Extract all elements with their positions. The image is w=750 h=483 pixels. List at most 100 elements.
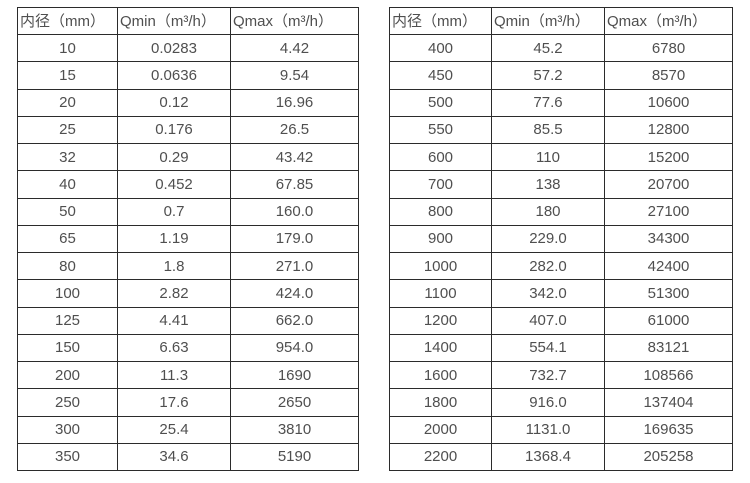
cell-diameter: 300 bbox=[17, 415, 118, 444]
table-row: 1000 282.0 42400 bbox=[389, 251, 733, 281]
table-row: 450 57.2 8570 bbox=[389, 61, 733, 90]
cell-diameter: 1200 bbox=[389, 306, 492, 335]
cell-qmax: 954.0 bbox=[230, 333, 359, 363]
cell-qmin: 0.29 bbox=[117, 142, 231, 172]
table-row: 15 0.0636 9.54 bbox=[17, 61, 359, 90]
cell-qmax: 12800 bbox=[604, 115, 733, 145]
cell-qmin: 85.5 bbox=[491, 115, 605, 145]
cell-qmax: 4.42 bbox=[230, 33, 359, 63]
table-row: 800 180 27100 bbox=[389, 197, 733, 226]
cell-qmax: 8570 bbox=[604, 61, 733, 90]
table-row: 1400 554.1 83121 bbox=[389, 333, 733, 363]
column-header-qmax: Qmax（m³/h） bbox=[604, 7, 733, 35]
cell-qmin: 1131.0 bbox=[491, 415, 605, 444]
cell-diameter: 500 bbox=[389, 88, 492, 117]
header-row: 内径（mm） Qmin（m³/h） Qmax（m³/h） bbox=[389, 7, 733, 35]
table-row: 65 1.19 179.0 bbox=[17, 224, 359, 254]
cell-qmax: 137404 bbox=[604, 388, 733, 417]
header-row: 内径（mm） Qmin（m³/h） Qmax（m³/h） bbox=[17, 7, 359, 35]
cell-qmax: 67.85 bbox=[230, 170, 359, 199]
cell-qmax: 26.5 bbox=[230, 115, 359, 145]
table-row: 1800 916.0 137404 bbox=[389, 388, 733, 417]
cell-qmin: 0.0636 bbox=[117, 61, 231, 90]
cell-qmax: 61000 bbox=[604, 306, 733, 335]
cell-qmax: 2650 bbox=[230, 388, 359, 417]
cell-diameter: 100 bbox=[17, 279, 118, 308]
cell-qmax: 5190 bbox=[230, 442, 359, 472]
table-row: 10 0.0283 4.42 bbox=[17, 33, 359, 63]
table-row: 900 229.0 34300 bbox=[389, 224, 733, 254]
cell-diameter: 600 bbox=[389, 142, 492, 172]
cell-qmax: 169635 bbox=[604, 415, 733, 444]
cell-diameter: 450 bbox=[389, 61, 492, 90]
table-row: 32 0.29 43.42 bbox=[17, 142, 359, 172]
cell-qmin: 1.19 bbox=[117, 224, 231, 254]
cell-qmin: 0.7 bbox=[117, 197, 231, 226]
cell-qmax: 1690 bbox=[230, 360, 359, 390]
cell-qmax: 16.96 bbox=[230, 88, 359, 117]
table-row: 700 138 20700 bbox=[389, 170, 733, 199]
table-row: 600 110 15200 bbox=[389, 142, 733, 172]
table-row: 40 0.452 67.85 bbox=[17, 170, 359, 199]
cell-diameter: 1600 bbox=[389, 360, 492, 390]
flow-tables-container: 内径（mm） Qmin（m³/h） Qmax（m³/h） 10 0.0283 4.42 1… bbox=[17, 7, 733, 472]
cell-diameter: 200 bbox=[17, 360, 118, 390]
cell-qmin: 77.6 bbox=[491, 88, 605, 117]
cell-qmax: 42400 bbox=[604, 251, 733, 281]
column-header-diameter: 内径（mm） bbox=[17, 7, 118, 35]
cell-qmin: 180 bbox=[491, 197, 605, 226]
cell-qmin: 4.41 bbox=[117, 306, 231, 335]
cell-diameter: 2200 bbox=[389, 442, 492, 472]
cell-diameter: 25 bbox=[17, 115, 118, 145]
cell-qmin: 25.4 bbox=[117, 415, 231, 444]
flow-table-small-diameters: 内径（mm） Qmin（m³/h） Qmax（m³/h） 10 0.0283 4.42 1… bbox=[17, 7, 359, 472]
cell-qmax: 27100 bbox=[604, 197, 733, 226]
cell-diameter: 125 bbox=[17, 306, 118, 335]
cell-diameter: 80 bbox=[17, 251, 118, 281]
cell-qmax: 10600 bbox=[604, 88, 733, 117]
cell-qmax: 9.54 bbox=[230, 61, 359, 90]
table-body: 400 45.2 6780 450 57.2 8570 500 77.6 10600 550 85.… bbox=[389, 33, 733, 472]
cell-diameter: 350 bbox=[17, 442, 118, 472]
cell-qmin: 6.63 bbox=[117, 333, 231, 363]
table-row: 150 6.63 954.0 bbox=[17, 333, 359, 363]
table-row: 80 1.8 271.0 bbox=[17, 251, 359, 281]
table-row: 300 25.4 3810 bbox=[17, 415, 359, 444]
table-row: 1100 342.0 51300 bbox=[389, 279, 733, 308]
column-header-qmin: Qmin（m³/h） bbox=[117, 7, 231, 35]
cell-qmin: 554.1 bbox=[491, 333, 605, 363]
cell-qmax: 83121 bbox=[604, 333, 733, 363]
cell-qmax: 43.42 bbox=[230, 142, 359, 172]
cell-qmin: 0.0283 bbox=[117, 33, 231, 63]
cell-qmin: 916.0 bbox=[491, 388, 605, 417]
cell-diameter: 250 bbox=[17, 388, 118, 417]
cell-diameter: 40 bbox=[17, 170, 118, 199]
cell-diameter: 20 bbox=[17, 88, 118, 117]
table-row: 1600 732.7 108566 bbox=[389, 360, 733, 390]
column-header-qmax: Qmax（m³/h） bbox=[230, 7, 359, 35]
cell-qmin: 732.7 bbox=[491, 360, 605, 390]
cell-diameter: 700 bbox=[389, 170, 492, 199]
table-row: 20 0.12 16.96 bbox=[17, 88, 359, 117]
cell-qmax: 179.0 bbox=[230, 224, 359, 254]
cell-diameter: 65 bbox=[17, 224, 118, 254]
column-header-diameter: 内径（mm） bbox=[389, 7, 492, 35]
cell-qmin: 17.6 bbox=[117, 388, 231, 417]
cell-diameter: 800 bbox=[389, 197, 492, 226]
table-row: 2200 1368.4 205258 bbox=[389, 442, 733, 472]
table-row: 125 4.41 662.0 bbox=[17, 306, 359, 335]
column-header-qmin: Qmin（m³/h） bbox=[491, 7, 605, 35]
table-row: 550 85.5 12800 bbox=[389, 115, 733, 145]
table-row: 1200 407.0 61000 bbox=[389, 306, 733, 335]
cell-qmin: 1368.4 bbox=[491, 442, 605, 472]
table-row: 25 0.176 26.5 bbox=[17, 115, 359, 145]
cell-qmin: 342.0 bbox=[491, 279, 605, 308]
cell-qmax: 15200 bbox=[604, 142, 733, 172]
cell-diameter: 900 bbox=[389, 224, 492, 254]
table-row: 50 0.7 160.0 bbox=[17, 197, 359, 226]
cell-qmin: 2.82 bbox=[117, 279, 231, 308]
cell-diameter: 1000 bbox=[389, 251, 492, 281]
cell-qmin: 11.3 bbox=[117, 360, 231, 390]
cell-qmax: 51300 bbox=[604, 279, 733, 308]
cell-qmin: 110 bbox=[491, 142, 605, 172]
